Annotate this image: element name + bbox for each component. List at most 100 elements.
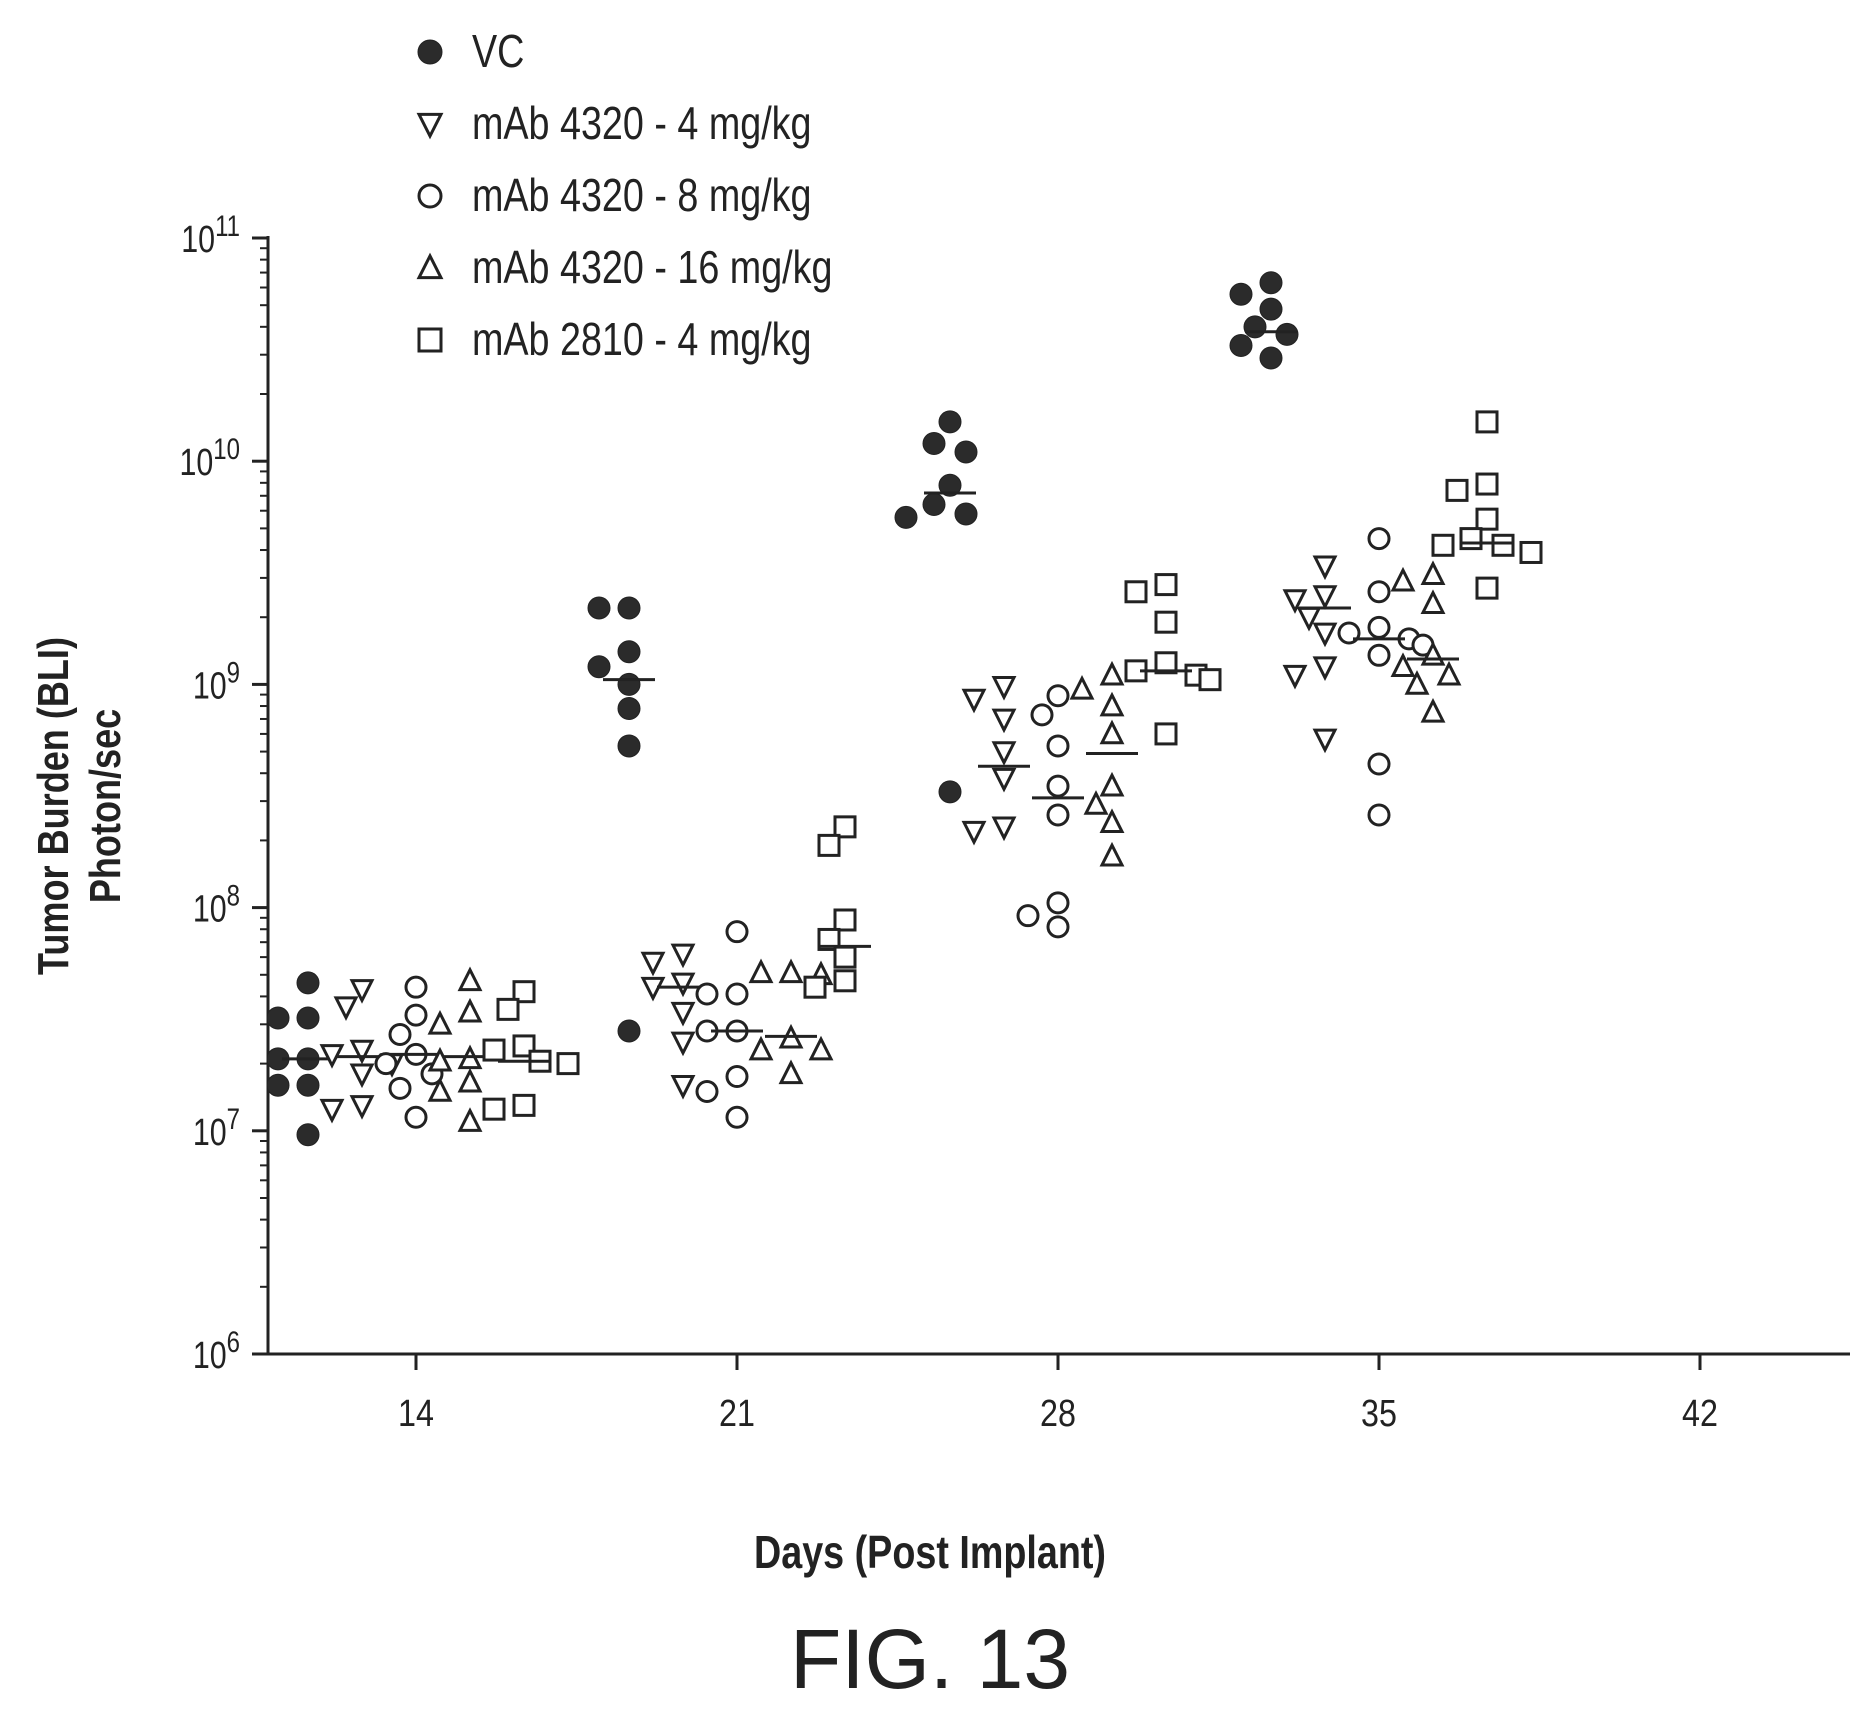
data-point [1259,346,1283,370]
data-point [938,780,962,804]
data-point [482,1038,506,1062]
y-tick-label: 1010 [179,432,240,484]
data-point [296,1123,320,1147]
data-point [1420,560,1446,586]
data-point [954,502,978,526]
data-point [991,708,1017,734]
data-point [1259,297,1283,321]
data-point [961,688,987,714]
x-tick-label: 42 [1682,1393,1718,1435]
y-tick-label: 108 [193,878,240,930]
legend-item: VC [417,25,524,77]
data-point [1099,841,1125,867]
data-point [349,979,375,1004]
legend-marker [416,112,444,140]
y-tick-label: 109 [193,655,240,707]
legend-label: VC [472,25,524,76]
x-tick-label: 21 [719,1393,755,1435]
data-point [1099,691,1125,717]
legend-label: mAb 4320 - 8 mg/kg [472,169,812,220]
data-point [1099,808,1125,834]
data-point [1099,660,1125,686]
x-axis-label: Days (Post Implant) [754,1526,1106,1577]
data-point [1475,472,1499,496]
series-1 [319,555,1351,1124]
figure-caption: FIG. 13 [790,1612,1070,1706]
data-point [427,1046,453,1072]
data-point [349,1095,375,1120]
data-point [670,1031,696,1057]
data-point [1016,904,1040,928]
data-point [991,676,1017,701]
data-point [1282,589,1308,614]
data-point [587,596,611,620]
x-tick-label: 35 [1361,1393,1397,1435]
data-point [808,1035,834,1061]
data-point [1046,915,1070,939]
data-point [991,767,1017,793]
x-tick-label: 28 [1040,1393,1076,1435]
data-point [1312,656,1338,682]
data-point [1420,697,1446,723]
data-point [404,1105,428,1129]
data-point [427,1077,453,1102]
data-point [1229,333,1253,357]
data-point [1069,675,1095,700]
data-point [1312,622,1338,648]
data-point [1475,410,1499,434]
data-point [1436,660,1462,686]
data-point [961,820,987,846]
data-point [617,696,641,720]
data-point [1404,670,1430,695]
legend-marker [416,252,444,280]
data-point [1124,580,1148,604]
legend-item: mAb 4320 - 8 mg/kg [417,169,812,221]
data-point [457,1107,483,1132]
data-point [427,1009,453,1035]
data-point [1282,664,1308,690]
legend-item: mAb 4320 - 4 mg/kg [416,97,812,149]
data-point [1312,555,1338,581]
data-point [1046,734,1070,758]
data-point [1046,891,1070,915]
y-tick-label: 107 [193,1101,240,1153]
data-point [748,958,774,984]
data-point [587,655,611,679]
data-point [1491,533,1515,557]
data-point [1046,684,1070,708]
axes: 106 107 108 109 1010 1011 14 21 28 35 42 [179,208,1850,1435]
data-point [617,640,641,664]
data-point [457,1067,483,1093]
series-0 [266,271,1299,1147]
data-point [954,440,978,464]
legend-marker [417,39,443,65]
data-point [938,473,962,497]
data-point [1259,271,1283,295]
data-point [991,816,1017,842]
data-point [817,927,841,951]
data-point [1046,803,1070,827]
data-point [670,1074,696,1100]
data-point [1046,774,1070,798]
data-point [1367,527,1391,551]
data-point [617,672,641,696]
data-point [725,920,749,944]
data-point [778,958,804,984]
y-axis-label-line2: Photon/sec [81,709,130,903]
data-point [725,1105,749,1129]
data-point [1390,652,1416,678]
data-point [1431,533,1455,557]
data-points [266,271,1543,1147]
data-point [266,1006,290,1030]
data-point [1390,566,1416,592]
data-point [1420,589,1446,614]
data-point [833,815,857,839]
data-point [803,975,827,999]
data-point [1154,722,1178,746]
data-point [457,966,483,992]
series-2 [374,527,1435,1129]
data-point [1229,282,1253,306]
data-point [556,1052,580,1076]
data-point [894,505,918,529]
